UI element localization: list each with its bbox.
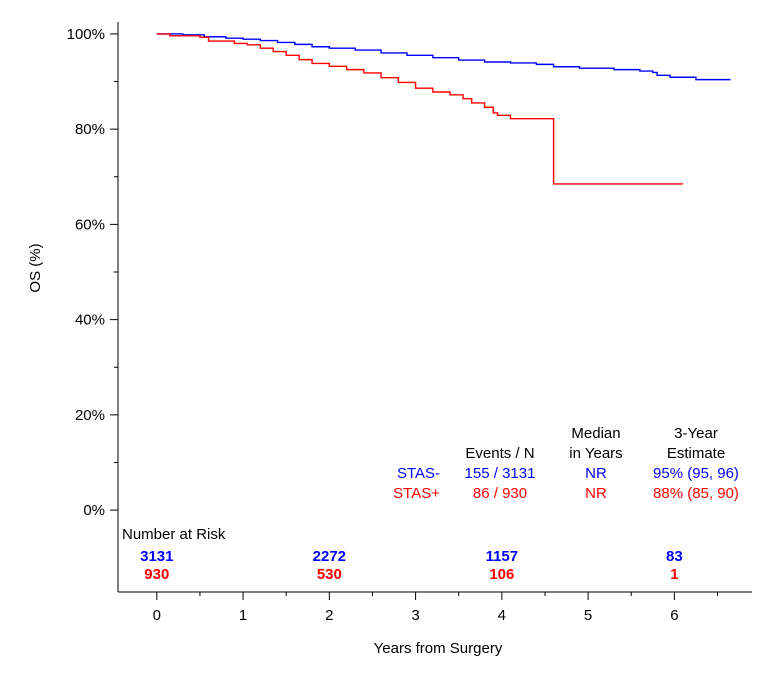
legend: Events / N Median in Years 3-Year Estimate ST… <box>393 425 739 502</box>
survival-curves <box>156 33 731 185</box>
risk-count: 930 <box>144 566 169 583</box>
legend-header: in Years <box>569 445 622 462</box>
risk-count: 106 <box>489 566 514 583</box>
y-axis-label: OS (%) <box>27 243 44 292</box>
risk-count: 1157 <box>486 548 519 565</box>
y-tick-label: 0% <box>83 502 105 519</box>
x-tick-label: 6 <box>670 607 678 624</box>
x-tick-label: 1 <box>239 607 247 624</box>
axes <box>117 22 752 593</box>
x-axis-label: Years from Surgery <box>374 640 503 657</box>
x-axis-ticks: 0 1 2 3 4 5 6 <box>153 592 718 624</box>
series-line-stas-neg <box>156 33 731 81</box>
x-tick-label: 2 <box>325 607 333 624</box>
risk-count: 530 <box>317 566 342 583</box>
x-tick-label: 5 <box>584 607 592 624</box>
legend-header: Events / N <box>465 445 534 462</box>
legend-cell: 155 / 3131 <box>465 465 536 482</box>
x-tick-label: 4 <box>498 607 506 624</box>
risk-count: 1 <box>670 566 678 583</box>
legend-row-label: STAS- <box>397 465 440 482</box>
legend-header: Median <box>571 425 620 442</box>
legend-header: 3-Year <box>674 425 718 442</box>
series-line-stas-pos <box>156 33 683 185</box>
risk-count: 3131 <box>140 548 173 565</box>
number-at-risk-table: Number at Risk 3131 2272 1157 83 930 530 106 1 <box>122 526 683 583</box>
risk-count: 83 <box>666 548 683 565</box>
legend-cell: NR <box>585 465 607 482</box>
legend-cell: 86 / 930 <box>473 485 527 502</box>
y-axis-ticks: 0% 20% 40% 60% 80% 100% <box>67 26 118 519</box>
risk-count: 2272 <box>313 548 346 565</box>
x-tick-label: 3 <box>411 607 419 624</box>
legend-row-label: STAS+ <box>393 485 440 502</box>
y-tick-label: 80% <box>75 121 105 138</box>
legend-cell: 88% (85, 90) <box>653 485 739 502</box>
legend-cell: 95% (95, 96) <box>653 465 739 482</box>
legend-cell: NR <box>585 485 607 502</box>
y-tick-label: 40% <box>75 312 105 329</box>
y-tick-label: 60% <box>75 216 105 233</box>
y-tick-label: 100% <box>67 26 105 43</box>
legend-header: Estimate <box>667 445 725 462</box>
x-tick-label: 0 <box>153 607 161 624</box>
risk-table-title: Number at Risk <box>122 526 226 543</box>
y-tick-label: 20% <box>75 407 105 424</box>
